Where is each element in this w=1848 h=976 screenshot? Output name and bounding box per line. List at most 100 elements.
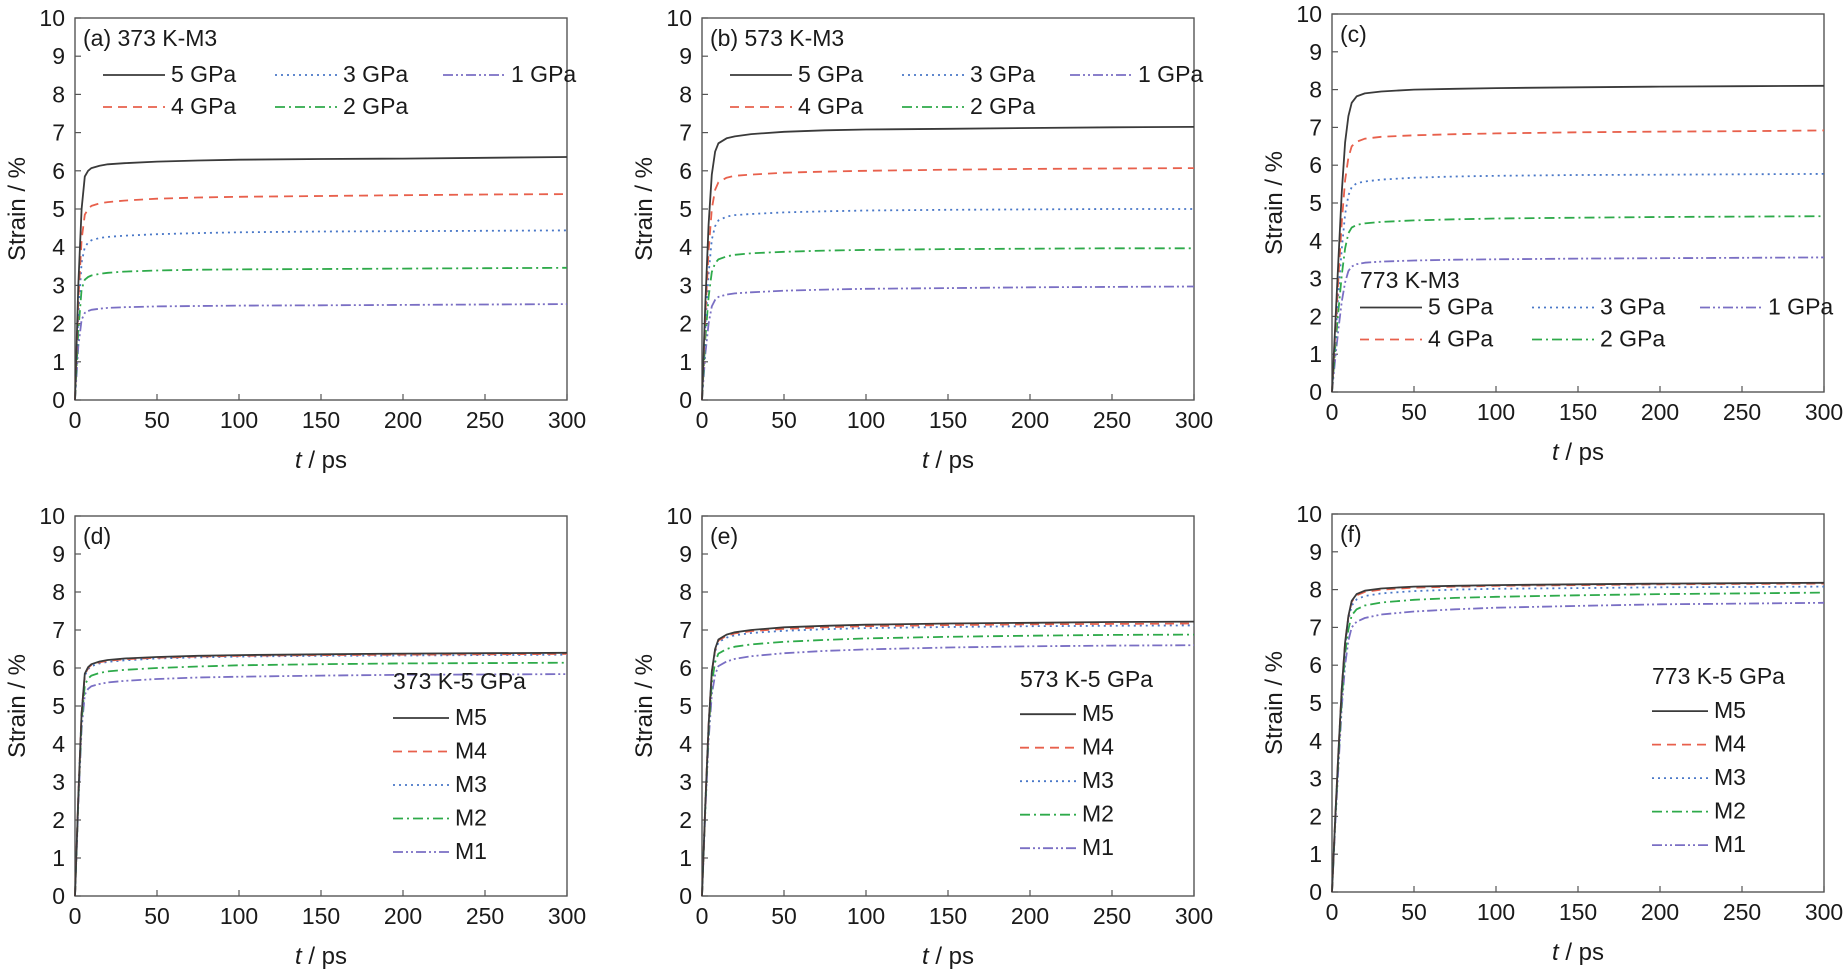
y-tick-label: 8 (52, 579, 65, 605)
y-tick-label: 0 (52, 883, 65, 909)
y-tick-label: 5 (679, 693, 692, 719)
y-tick-label: 3 (52, 769, 65, 795)
y-tick-label: 0 (52, 387, 65, 413)
series-line-m2 (1331, 591, 1825, 893)
x-tick-label: 200 (384, 903, 422, 929)
series-line-4-gpa (1331, 129, 1825, 393)
x-tick-label: 100 (1477, 899, 1515, 925)
y-axis-label: Strain / % (1261, 151, 1288, 255)
legend-label: M4 (455, 738, 487, 764)
x-tick-label: 100 (847, 903, 885, 929)
x-axis-label: t / ps (1552, 439, 1604, 466)
legend-label: M5 (1714, 697, 1746, 723)
legend-label: M2 (1714, 798, 1746, 824)
chart-panel-5: 0 50 100 150 200 250 300 0 1 2 3 4 5 6 7 8 9 10 t / ps Stra… (631, 503, 1213, 970)
legend-label: 5 GPa (1428, 294, 1493, 320)
x-tick-label: 200 (1011, 407, 1049, 433)
chart-panel-1: 0 50 100 150 200 250 300 0 1 2 3 4 5 6 7 8 9 10 t / ps Stra… (4, 5, 586, 474)
series-line-m1 (701, 644, 1195, 897)
y-tick-label: 10 (1296, 501, 1322, 527)
x-axis-label: t / ps (295, 943, 347, 970)
x-tick-label: 200 (384, 407, 422, 433)
y-tick-label: 8 (679, 579, 692, 605)
legend-label: 4 GPa (1428, 326, 1493, 352)
chart-panel-6: 0 50 100 150 200 250 300 0 1 2 3 4 5 6 7 8 9 10 t / ps Stra… (1261, 501, 1843, 966)
legend-label: 3 GPa (343, 61, 408, 87)
x-tick-label: 100 (220, 903, 258, 929)
x-tick-label: 50 (144, 407, 170, 433)
legend-label: 2 GPa (1600, 326, 1665, 352)
y-tick-label: 10 (666, 5, 692, 31)
plot-frame (701, 515, 1195, 897)
series-line-2-gpa (701, 247, 1194, 401)
plot-frame (74, 515, 568, 897)
y-axis-label: Strain / % (631, 654, 658, 758)
legend-label: 5 GPa (171, 61, 236, 87)
y-tick-label: 9 (52, 43, 65, 69)
panel-label: (b) 573 K-M3 (710, 25, 844, 51)
y-tick-label: 1 (1309, 841, 1322, 867)
y-tick-label: 6 (679, 158, 692, 184)
x-tick-label: 250 (1723, 399, 1761, 425)
legend-label: M5 (455, 704, 487, 730)
x-tick-label: 0 (696, 407, 709, 433)
series-line-1-gpa (701, 285, 1195, 401)
x-tick-label: 0 (696, 903, 709, 929)
legend-label: M4 (1082, 734, 1114, 760)
x-tick-label: 0 (1326, 899, 1339, 925)
y-tick-label: 6 (679, 655, 692, 681)
y-tick-label: 7 (1309, 114, 1322, 140)
x-tick-label: 250 (1093, 903, 1131, 929)
x-tick-label: 150 (1559, 399, 1597, 425)
series-line-1-gpa (74, 303, 568, 401)
legend-title: 773 K-5 GPa (1652, 663, 1785, 689)
y-tick-label: 0 (679, 387, 692, 413)
legend-label: M2 (455, 805, 487, 831)
y-tick-label: 1 (679, 349, 692, 375)
y-tick-label: 9 (52, 541, 65, 567)
y-tick-label: 0 (679, 883, 692, 909)
x-tick-label: 0 (69, 903, 82, 929)
legend-label: 2 GPa (343, 93, 408, 119)
series-line-5-gpa (701, 126, 1195, 401)
y-tick-label: 7 (52, 120, 65, 146)
x-tick-label: 200 (1641, 399, 1679, 425)
legend-label: M1 (455, 838, 487, 864)
x-tick-label: 200 (1011, 903, 1049, 929)
x-tick-label: 50 (144, 903, 170, 929)
legend-title: 373 K-5 GPa (393, 668, 526, 694)
x-axis-label: t / ps (922, 447, 974, 474)
legend-label: M2 (1082, 801, 1114, 827)
y-tick-label: 8 (1309, 577, 1322, 603)
series-line-1-gpa (1331, 256, 1825, 393)
x-tick-label: 100 (1477, 399, 1515, 425)
series-line-m4 (1331, 582, 1825, 893)
x-axis-label: t / ps (1552, 939, 1604, 966)
y-tick-label: 0 (1309, 879, 1322, 905)
y-tick-label: 8 (1309, 77, 1322, 103)
series-line-2-gpa (74, 266, 568, 401)
x-tick-label: 150 (1559, 899, 1597, 925)
x-tick-label: 50 (771, 903, 797, 929)
y-tick-label: 10 (39, 5, 65, 31)
y-axis-label: Strain / % (4, 157, 31, 261)
chart-panel-3: 0 50 100 150 200 250 300 0 1 2 3 4 5 6 7 8 9 10 t / ps Stra… (1261, 1, 1843, 466)
legend-label: M4 (1714, 731, 1746, 757)
y-tick-label: 5 (52, 693, 65, 719)
x-tick-label: 100 (220, 407, 258, 433)
y-tick-label: 10 (666, 503, 692, 529)
legend-label: 1 GPa (1768, 294, 1833, 320)
y-axis-label: Strain / % (4, 654, 31, 758)
x-tick-label: 150 (929, 903, 967, 929)
x-tick-label: 300 (1805, 899, 1843, 925)
series-line-3-gpa (74, 229, 568, 401)
y-tick-label: 9 (679, 541, 692, 567)
legend-title: 573 K-5 GPa (1020, 666, 1153, 692)
y-tick-label: 4 (1309, 228, 1322, 254)
series-line-4-gpa (74, 193, 568, 401)
y-tick-label: 3 (679, 769, 692, 795)
x-tick-label: 300 (548, 903, 586, 929)
y-tick-label: 2 (52, 311, 65, 337)
x-tick-label: 100 (847, 407, 885, 433)
